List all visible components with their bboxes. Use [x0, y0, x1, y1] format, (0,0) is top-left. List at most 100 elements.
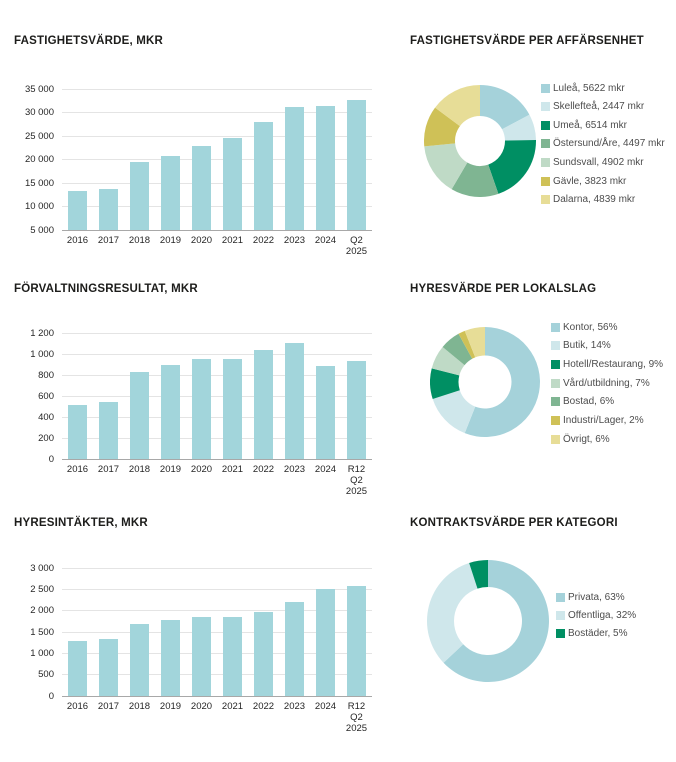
legend-item: Övrigt, 6%	[551, 433, 610, 445]
chart-title-hyresvarde-per-lokalslag: HYRESVÄRDE PER LOKALSLAG	[410, 283, 597, 295]
legend-label: Privata, 63%	[568, 591, 625, 603]
x-axis-category-label: 2019	[159, 464, 182, 475]
donut-chart	[430, 327, 540, 437]
legend-swatch	[551, 397, 560, 407]
y-axis-tick-label: 25 000	[24, 130, 54, 142]
gridline	[62, 610, 372, 612]
legend-label: Butik, 14%	[563, 340, 611, 352]
bar	[99, 189, 118, 230]
bar	[161, 155, 180, 230]
donut-chart	[424, 85, 536, 197]
bar	[223, 137, 242, 230]
donut-segment	[432, 390, 476, 434]
x-axis-category-label: R12 Q2 2025	[345, 701, 368, 734]
x-axis-line	[62, 229, 372, 231]
y-axis-tick-label: 15 000	[24, 177, 54, 189]
gridline	[62, 88, 372, 90]
legend-swatch	[541, 120, 550, 130]
legend-label: Bostad, 6%	[563, 396, 615, 408]
donut-segment	[424, 143, 468, 190]
legend-label: Vård/utbildning, 7%	[563, 377, 650, 389]
legend-label: Offentliga, 32%	[568, 609, 637, 621]
bar	[68, 405, 87, 459]
x-axis-category-label: 2024	[314, 464, 337, 475]
donut-segment	[435, 85, 480, 127]
x-axis-category-label: 2019	[159, 235, 182, 246]
gridline	[62, 206, 372, 207]
bar	[316, 105, 335, 230]
donut-segment	[442, 333, 473, 366]
legend-item: Luleå, 5622 mkr	[541, 82, 625, 94]
bar	[192, 145, 211, 230]
x-axis-category-label: Q2 2025	[345, 235, 368, 257]
legend-swatch	[551, 359, 560, 369]
donut-segment	[464, 327, 540, 437]
x-axis-category-label: 2017	[97, 701, 120, 712]
gridline	[62, 437, 372, 439]
donut-segment	[488, 140, 536, 194]
legend-swatch	[541, 157, 550, 167]
legend-item: Sundsvall, 4902 mkr	[541, 156, 644, 168]
y-axis-tick-label: 1 000	[30, 348, 54, 360]
donut-segment	[458, 330, 476, 359]
legend-label: Industri/Lager, 2%	[563, 415, 644, 426]
y-axis-tick-label: 3 000	[30, 562, 54, 574]
x-axis-category-label: 2020	[190, 464, 213, 475]
x-axis-category-label: 2021	[221, 701, 244, 712]
donut-chart	[427, 560, 549, 682]
legend-swatch	[551, 341, 560, 351]
gridline	[62, 135, 372, 137]
bar	[161, 364, 180, 459]
x-axis-category-label: 2018	[128, 235, 151, 246]
y-axis-tick-label: 30 000	[24, 107, 54, 118]
bar	[285, 343, 304, 459]
donut-segment	[502, 114, 536, 141]
donut-segment	[451, 162, 499, 197]
chart-title-fastighetsvarde-per-affarsenhet: FASTIGHETSVÄRDE PER AFFÄRSENHET	[410, 35, 644, 47]
legend-item: Bostad, 6%	[551, 396, 614, 408]
bar	[99, 639, 118, 696]
legend-swatch	[551, 322, 560, 332]
gridline	[62, 567, 372, 569]
bar	[285, 107, 304, 230]
chart-title-kontraktsvarde-per-kategori: KONTRAKTSVÄRDE PER KATEGORI	[410, 517, 618, 529]
x-axis-category-label: R12 Q2 2025	[345, 464, 368, 497]
bar	[99, 401, 118, 459]
legend-swatch	[541, 139, 550, 149]
legend-item: Butik, 14%	[551, 340, 611, 352]
y-axis-tick-label: 200	[38, 432, 54, 444]
gridline	[62, 353, 372, 355]
donut-segment	[430, 368, 460, 399]
gridline	[62, 674, 372, 676]
legend-label: Gävle, 3823 mkr	[553, 175, 627, 187]
x-axis-category-label: 2016	[66, 464, 89, 475]
y-axis-tick-label: 10 000	[24, 201, 54, 212]
donut-segment	[480, 85, 530, 130]
bar	[254, 350, 273, 459]
legend-swatch	[556, 592, 565, 602]
y-axis-tick-label: 0	[48, 453, 54, 465]
legend-label: Kontor, 56%	[563, 321, 618, 333]
legend-label: Övrigt, 6%	[563, 433, 610, 445]
bar	[347, 586, 366, 696]
x-axis-category-label: 2019	[159, 701, 182, 712]
bar	[285, 601, 304, 696]
gridline	[62, 652, 372, 654]
legend-label: Sundsvall, 4902 mkr	[553, 156, 644, 168]
y-axis-tick-label: 600	[38, 390, 54, 402]
donut-segment	[427, 562, 478, 663]
bar	[347, 100, 366, 230]
gridline	[62, 112, 372, 113]
legend-swatch	[541, 176, 550, 186]
donut-segment	[424, 107, 460, 147]
x-axis-category-label: 2020	[190, 701, 213, 712]
legend-swatch	[556, 628, 565, 638]
bar	[316, 365, 335, 460]
x-axis-category-label: 2022	[252, 701, 275, 712]
legend-item: Dalarna, 4839 mkr	[541, 194, 635, 206]
bar	[254, 121, 273, 230]
x-axis-category-label: 2020	[190, 235, 213, 246]
x-axis-category-label: 2022	[252, 464, 275, 475]
bar	[192, 359, 211, 460]
legend-swatch	[541, 83, 550, 93]
